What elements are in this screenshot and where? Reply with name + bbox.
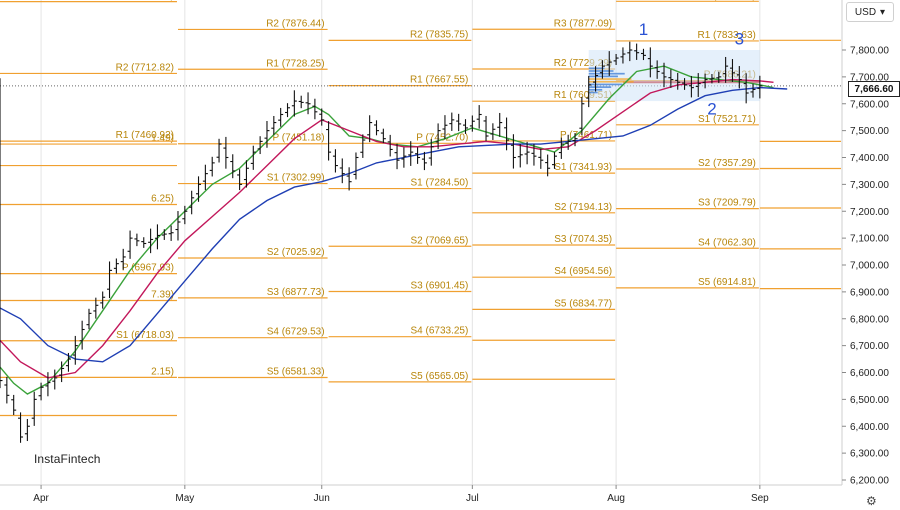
volume-profile-bar xyxy=(588,70,614,72)
wave-label: 2 xyxy=(707,100,716,119)
gear-icon[interactable]: ⚙ xyxy=(866,494,877,508)
pivot-level-label: S4 (6729.53) xyxy=(267,327,325,338)
volume-profile-bar xyxy=(588,75,618,78)
price-tick-label: 6,600.00 xyxy=(850,368,889,379)
volume-profile-bar xyxy=(588,72,625,75)
price-tick-label: 7,700.00 xyxy=(850,72,889,83)
price-tick-label: 6,500.00 xyxy=(850,395,889,406)
pivot-level-label: S1 (7341.93) xyxy=(554,162,612,173)
price-tick-label: 6,800.00 xyxy=(850,314,889,325)
price-tick-label: 6,900.00 xyxy=(850,287,889,298)
pivot-level-label: S4 (6733.25) xyxy=(411,326,469,337)
moving-average-line xyxy=(0,86,788,363)
pivot-level-label: S5 (6834.77) xyxy=(554,298,612,309)
pivot-level-label: R2 (7876.44) xyxy=(266,18,324,29)
price-tick-label: 7,600.00 xyxy=(850,99,889,110)
time-tick-label: Sep xyxy=(751,493,769,504)
pivot-level-label: S2 (7357.29) xyxy=(698,158,756,169)
pivot-level-label: P (6967.93) xyxy=(122,263,174,274)
currency-selector[interactable]: USD ▾ xyxy=(846,2,894,22)
pivot-level-label: 2.15) xyxy=(151,366,174,377)
last-price-badge: 7,666.60 xyxy=(848,81,900,97)
pivot-level-label: S3 (7074.35) xyxy=(554,234,612,245)
pivot-level-label: 7.39) xyxy=(151,289,174,300)
pivot-level-label: S4 (7062.30) xyxy=(698,237,756,248)
volume-profile-bar xyxy=(588,91,598,94)
time-tick-label: Jun xyxy=(314,493,330,504)
pivot-level-label: 6.25) xyxy=(151,194,174,205)
time-tick-label: May xyxy=(175,493,194,504)
pivot-level-label: P (7461.71) xyxy=(560,130,612,141)
pivot-level-label: R1 (7833.63) xyxy=(697,30,755,41)
pivot-level-label: S5 (6581.33) xyxy=(267,367,325,378)
pivot-level-label: S5 (6914.81) xyxy=(698,277,756,288)
price-tick-label: 7,800.00 xyxy=(850,46,889,57)
price-tick-label: 7,000.00 xyxy=(850,261,889,272)
pivot-level-label: S5 (6565.05) xyxy=(411,371,469,382)
pivot-level-label: S3 (6877.73) xyxy=(267,287,325,298)
price-tick-label: 7,400.00 xyxy=(850,153,889,164)
pivot-level-label: S2 (7194.13) xyxy=(554,202,612,213)
price-tick-label: 7,500.00 xyxy=(850,126,889,137)
ohlc-bars xyxy=(0,41,763,443)
time-axis: Apr May Jun Jul Aug Sep xyxy=(0,484,842,504)
pivot-level-label: S1 (7284.50) xyxy=(411,178,469,189)
pivot-level-label: R2 (7981.13) xyxy=(697,0,755,1)
pivot-level-label: S1 (6718.03) xyxy=(116,330,174,341)
price-tick-label: 6,700.00 xyxy=(850,341,889,352)
volume-profile-bar xyxy=(588,80,634,83)
volume-profile-bar xyxy=(588,67,605,70)
price-tick-label: 7,100.00 xyxy=(850,234,889,245)
price-tick-label: 6,200.00 xyxy=(850,476,889,487)
price-tick-label: 7,200.00 xyxy=(850,207,889,218)
pivot-level-label: R1 (7460.92) xyxy=(116,130,174,141)
currency-label: USD xyxy=(854,6,877,18)
pivot-level-label: R2 (7712.82) xyxy=(116,62,174,73)
pivot-level-label: S1 (7521.71) xyxy=(698,114,756,125)
pivot-level-label: S4 (6954.56) xyxy=(554,266,612,277)
wave-label: 3 xyxy=(735,30,744,49)
pivot-level-label: S3 (7209.79) xyxy=(698,198,756,209)
volume-profile-bar xyxy=(588,86,612,88)
pivot-level-label: 1.97) xyxy=(151,0,174,2)
price-tick-label: 6,300.00 xyxy=(850,449,889,460)
pivot-level-label: S1 (7302.99) xyxy=(267,173,325,184)
price-tick-label: 6,400.00 xyxy=(850,422,889,433)
pivot-levels: 1.97) R2 (7712.82) 1.49)R1 (7460.92) 6.25) P… xyxy=(0,0,842,417)
volume-profile-bar xyxy=(588,78,632,80)
pivot-level-label: S3 (6901.45) xyxy=(411,280,469,291)
pivot-level-label: P (7451.18) xyxy=(273,133,325,144)
wave-labels: 1 2 3 xyxy=(639,20,744,118)
pivot-level-label: P (7452.70) xyxy=(416,132,468,143)
pivot-level-label: R1 (7728.25) xyxy=(266,58,324,69)
pivot-level-label: S2 (7069.65) xyxy=(411,235,469,246)
pivot-level-label: R3 (7877.09) xyxy=(554,18,612,29)
pivot-level-label: S2 (7025.92) xyxy=(267,247,325,258)
pivot-level-label: 1.49) xyxy=(151,133,174,144)
pivot-level-label: R2 (7835.75) xyxy=(410,29,468,40)
volume-profile-bar xyxy=(588,83,623,86)
pivot-level-label: R1 (7609.51) xyxy=(554,90,612,101)
time-tick-label: Apr xyxy=(33,493,49,504)
wave-label: 1 xyxy=(639,20,648,39)
pivot-level-label: R1 (7667.55) xyxy=(410,75,468,86)
period-separators xyxy=(40,0,761,485)
pivot-level-label: R2 (7729.29) xyxy=(554,58,612,69)
brand-logo: InstaFintech xyxy=(34,452,101,466)
chevron-down-icon: ▾ xyxy=(880,6,886,18)
time-tick-label: Aug xyxy=(607,493,625,504)
price-tick-label: 7,300.00 xyxy=(850,180,889,191)
price-axis: 7,800.00 7,700.00 7,600.00 7,500.00 7,400.00… xyxy=(841,0,889,487)
time-tick-label: Jul xyxy=(466,493,479,504)
